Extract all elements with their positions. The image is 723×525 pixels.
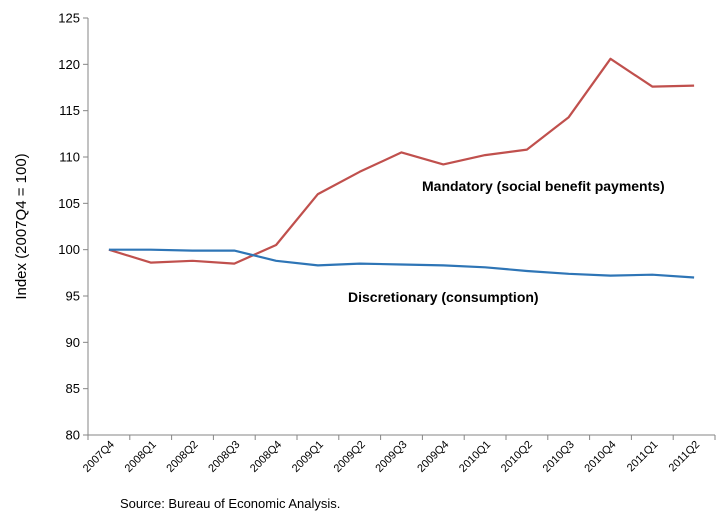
x-tick-label: 2009Q4 [415,439,451,475]
x-tick-label: 2010Q3 [541,439,577,475]
x-tick-label: 2008Q3 [206,439,242,475]
y-tick-label: 125 [58,11,80,26]
y-tick-label: 80 [66,428,80,443]
series-label-mandatory: Mandatory (social benefit payments) [422,178,665,194]
x-axis: 2007Q4 2008Q1 2008Q2 2008Q3 2008Q4 2009Q1 2009… [81,434,716,475]
y-tick-label: 100 [58,242,80,257]
source-note: Source: Bureau of Economic Analysis. [120,496,341,511]
y-tick-label: 105 [58,196,80,211]
x-tick-label: 2010Q4 [582,439,618,475]
x-tick-label: 2011Q2 [667,439,703,475]
series-layer [108,57,695,279]
series-line-discretionary [108,248,695,279]
y-tick-label: 85 [66,381,80,396]
series-label-discretionary: Discretionary (consumption) [348,289,539,305]
y-tick-label: 115 [59,103,80,118]
x-tick-label: 2010Q2 [499,439,535,475]
series-line-mandatory [108,57,695,265]
y-tick-label: 110 [59,150,80,165]
y-tick-label: 95 [66,289,80,304]
x-tick-label: 2007Q4 [81,439,117,475]
x-tick-label: 2008Q4 [248,439,284,475]
y-axis-title: Index (2007Q4 = 100) [13,153,30,299]
x-tick-label: 2008Q1 [123,439,159,475]
x-tick-label: 2008Q2 [164,439,200,475]
y-tick-label: 90 [66,335,80,350]
y-axis: 80 85 90 95 100 105 110 115 120 125 [58,11,89,443]
x-tick-label: 2009Q2 [332,439,368,475]
y-tick-label: 120 [58,57,80,72]
x-tick-label: 2011Q1 [625,439,661,475]
x-tick-label: 2010Q1 [457,439,493,475]
x-tick-label: 2009Q3 [373,439,409,475]
x-tick-label: 2009Q1 [290,439,326,475]
